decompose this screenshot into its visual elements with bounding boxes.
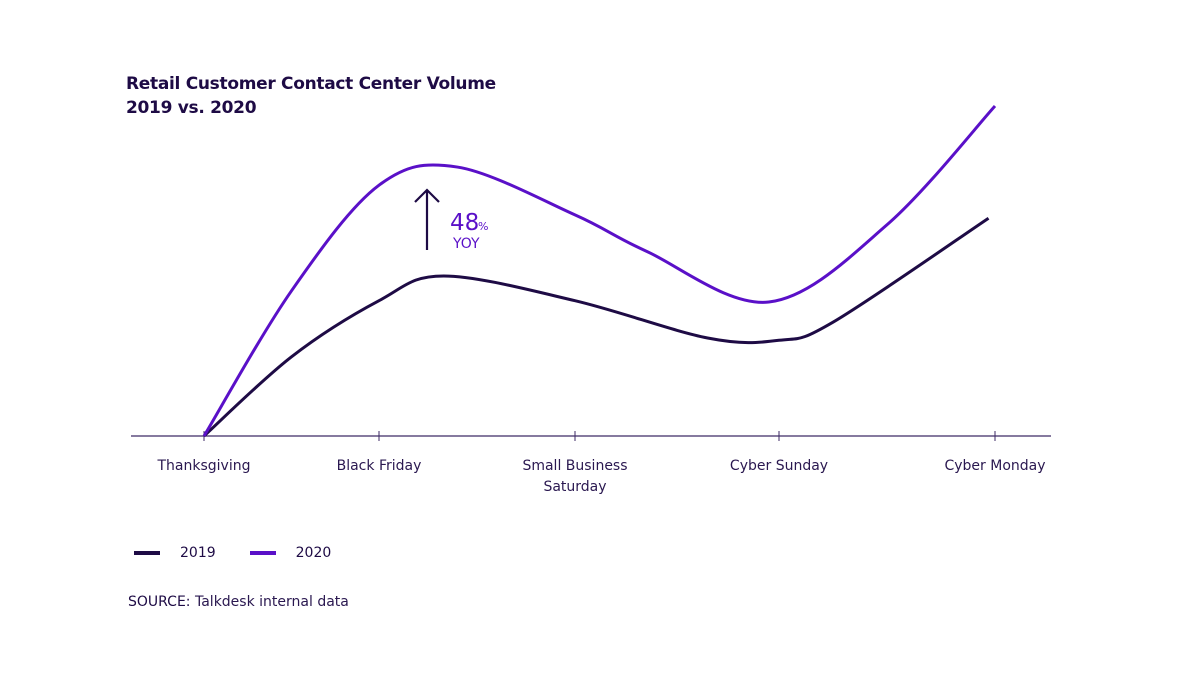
x-tick-label: Small Business Saturday	[522, 458, 627, 495]
source-note: SOURCE: Talkdesk internal data	[128, 594, 349, 610]
source-label: SOURCE:	[128, 594, 191, 610]
x-tick-label: Cyber Sunday	[730, 458, 828, 474]
legend-swatch-2019	[134, 551, 160, 555]
up-arrow-icon	[414, 188, 440, 250]
yoy-unit: %	[478, 220, 488, 233]
source-text: Talkdesk internal data	[194, 594, 349, 610]
yoy-value: 48	[450, 210, 479, 236]
chart-title: Retail Customer Contact Center Volume 20…	[126, 72, 496, 120]
legend-swatch-2020	[249, 551, 276, 555]
title: Retail Customer Contact Center Volume	[126, 74, 496, 94]
x-tick-label: Black Friday	[337, 458, 422, 474]
series-line-2020	[202, 104, 997, 437]
series-line-2019	[202, 216, 990, 438]
legend: 2019 2020	[134, 545, 331, 561]
x-tick-label: Thanksgiving	[157, 458, 251, 474]
subtitle: 2019 vs. 2020	[126, 98, 257, 118]
legend-label-2020: 2020	[295, 545, 332, 561]
x-tick-label: Cyber Monday	[944, 458, 1045, 474]
yoy-annotation: 48 % YOY	[414, 188, 488, 252]
yoy-label: YOY	[452, 236, 480, 252]
legend-label-2019: 2019	[180, 545, 216, 561]
